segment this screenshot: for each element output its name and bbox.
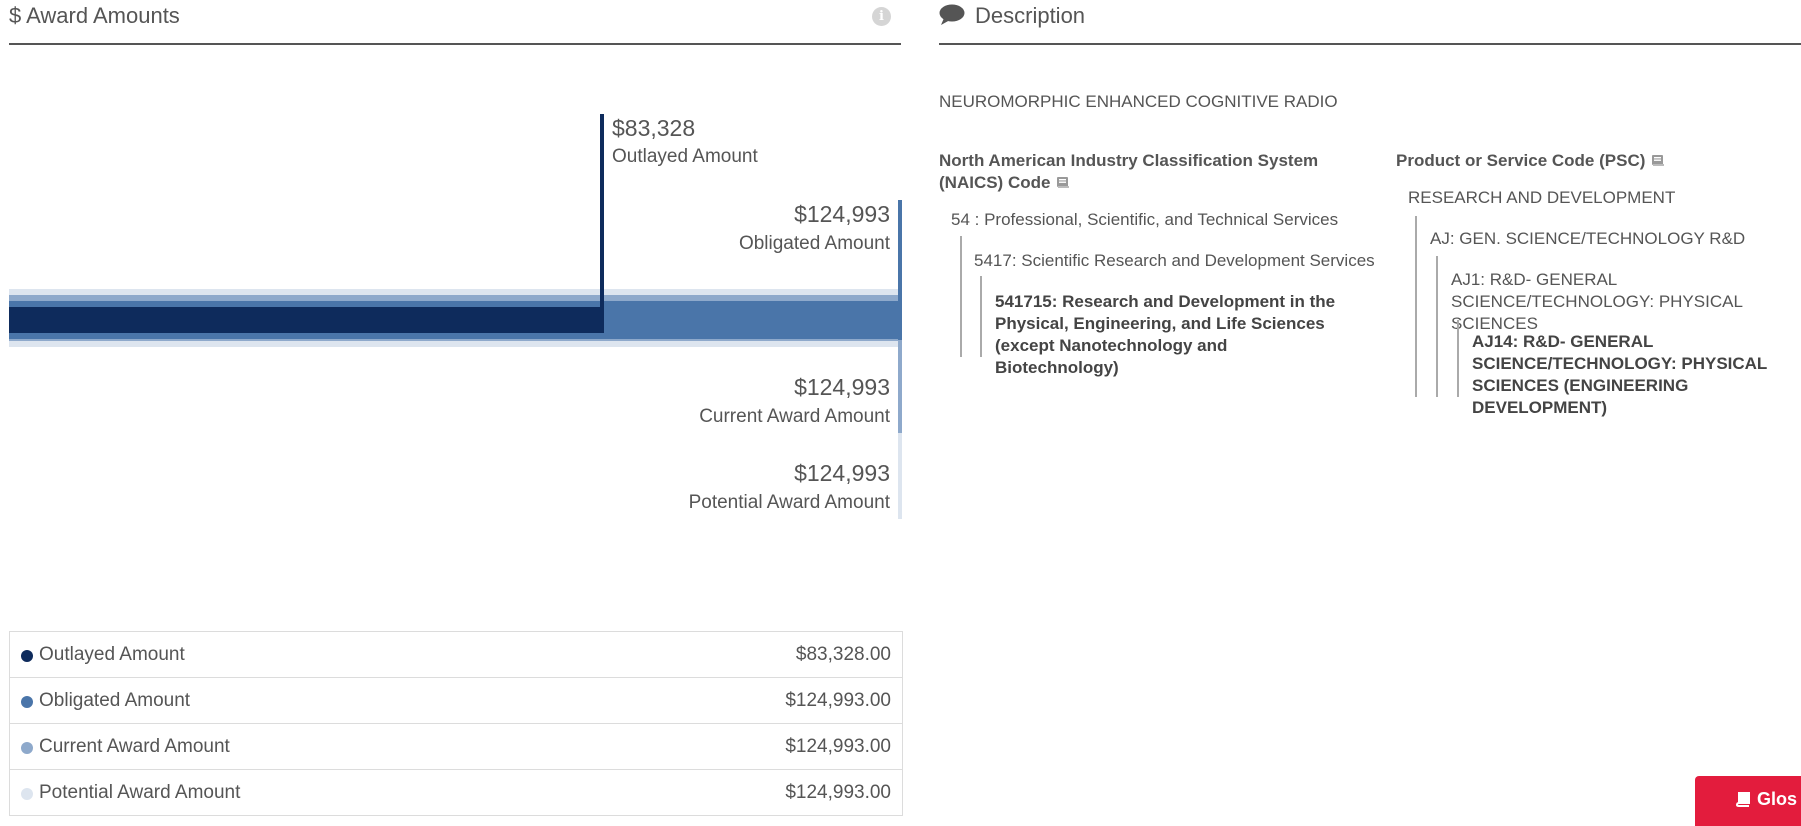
legend-value: $124,993.00 bbox=[785, 782, 891, 803]
award-amounts-title: $ Award Amounts bbox=[9, 3, 180, 28]
legend-row-obligated: Obligated Amount $124,993.00 bbox=[10, 678, 902, 724]
description-title: Description bbox=[975, 3, 1086, 28]
current-award-marker-line bbox=[898, 340, 902, 433]
obligated-dot-icon bbox=[21, 696, 33, 708]
legend-row-potential-award: Potential Award Amount $124,993.00 bbox=[10, 770, 902, 816]
outlayed-value-label: $83,328 bbox=[612, 115, 696, 141]
psc-level-4: AJ14: R&D- GENERAL SCIENCE/TECHNOLOGY: P… bbox=[1472, 332, 1768, 417]
potential-award-dot-icon bbox=[21, 788, 33, 800]
current-award-value-label: $124,993 bbox=[794, 374, 890, 400]
glossary-button[interactable]: Glos bbox=[1695, 776, 1801, 826]
naics-level-2: 5417: Scientific Research and Developmen… bbox=[974, 251, 1375, 270]
legend-row-current-award: Current Award Amount $124,993.00 bbox=[10, 724, 902, 770]
psc-level-1: RESEARCH AND DEVELOPMENT bbox=[1408, 188, 1676, 207]
info-icon[interactable]: i bbox=[872, 7, 891, 26]
speech-bubble-icon bbox=[939, 4, 965, 31]
legend-value: $83,328.00 bbox=[795, 644, 891, 665]
psc-level-2: AJ: GEN. SCIENCE/TECHNOLOGY R&D bbox=[1430, 229, 1746, 248]
psc-tree-line-2 bbox=[1436, 256, 1438, 397]
current-award-category-label: Current Award Amount bbox=[699, 406, 890, 427]
legend-label: Potential Award Amount bbox=[39, 782, 241, 803]
legend-label: Current Award Amount bbox=[39, 736, 230, 757]
legend-row-outlayed: Outlayed Amount $83,328.00 bbox=[10, 632, 902, 678]
outlayed-bar[interactable] bbox=[9, 307, 605, 333]
psc-tree-line-1 bbox=[1415, 216, 1417, 397]
book-icon[interactable] bbox=[1651, 151, 1665, 173]
potential-award-value-label: $124,993 bbox=[794, 460, 890, 486]
description-header: Description bbox=[939, 0, 1801, 45]
book-icon bbox=[1735, 791, 1751, 812]
naics-level-1: 54 : Professional, Scientific, and Techn… bbox=[951, 210, 1339, 229]
psc-title-label: Product or Service Code (PSC) bbox=[1396, 151, 1646, 170]
award-amounts-chart: $83,328 Outlayed Amount $124,993 Obligat… bbox=[9, 60, 902, 540]
naics-title: North American Industry Classification S… bbox=[939, 150, 1319, 195]
psc-level-3: AJ1: R&D- GENERAL SCIENCE/TECHNOLOGY: PH… bbox=[1451, 270, 1743, 333]
obligated-marker-line bbox=[898, 200, 902, 340]
naics-level-3: 541715: Research and Development in the … bbox=[995, 292, 1336, 377]
book-icon[interactable] bbox=[1056, 173, 1070, 195]
psc-title: Product or Service Code (PSC) bbox=[1396, 150, 1776, 173]
obligated-category-label: Obligated Amount bbox=[738, 233, 890, 254]
glossary-label: Glos bbox=[1757, 789, 1798, 809]
naics-tree-line-2 bbox=[980, 276, 982, 357]
award-amounts-legend: Outlayed Amount $83,328.00 Obligated Amo… bbox=[9, 631, 903, 816]
potential-award-marker-line bbox=[898, 433, 902, 519]
award-amounts-header: $ Award Amounts i bbox=[9, 0, 901, 45]
psc-tree-line-3 bbox=[1457, 320, 1459, 397]
outlayed-dot-icon bbox=[21, 650, 33, 662]
legend-value: $124,993.00 bbox=[785, 690, 891, 711]
outlayed-marker-line bbox=[600, 114, 605, 333]
legend-label: Obligated Amount bbox=[39, 690, 191, 711]
naics-tree-line-1 bbox=[960, 236, 962, 357]
legend-value: $124,993.00 bbox=[785, 736, 891, 757]
potential-award-category-label: Potential Award Amount bbox=[688, 492, 890, 513]
description-text: NEUROMORPHIC ENHANCED COGNITIVE RADIO bbox=[939, 92, 1338, 111]
current-award-dot-icon bbox=[21, 742, 33, 754]
outlayed-category-label: Outlayed Amount bbox=[612, 146, 758, 167]
naics-title-label: North American Industry Classification S… bbox=[939, 151, 1319, 192]
obligated-value-label: $124,993 bbox=[794, 201, 890, 227]
legend-label: Outlayed Amount bbox=[39, 644, 185, 665]
